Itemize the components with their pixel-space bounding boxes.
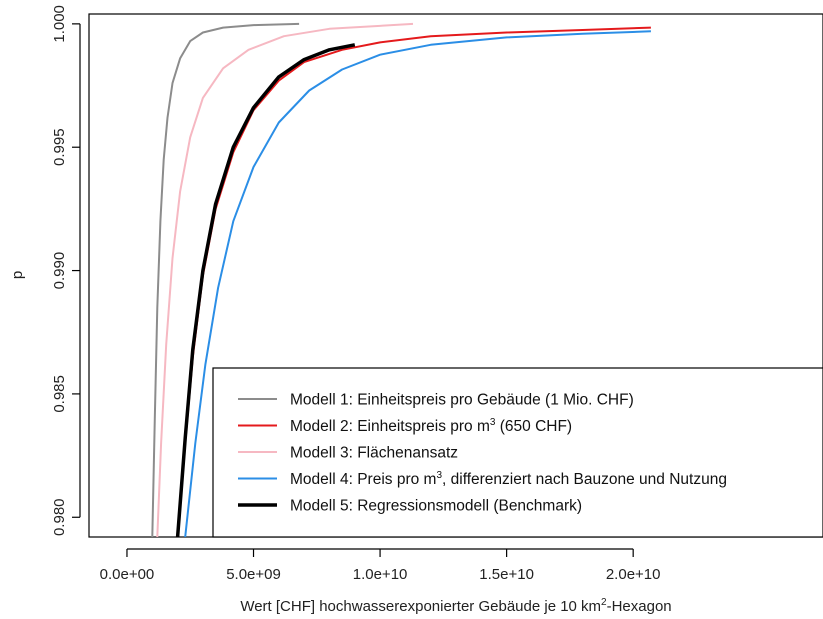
- y-tick-label: 0.990: [51, 252, 68, 290]
- y-axis-title: p: [9, 271, 26, 279]
- plot-area: [88, 13, 823, 538]
- x-axis-title-sup: 2: [601, 597, 607, 608]
- y-tick-label: 0.985: [51, 375, 68, 413]
- x-axis-title: Wert [CHF] hochwasserexponierter Gebäude…: [240, 597, 671, 615]
- legend-label-modell-5: Modell 5: Regressionsmodell (Benchmark): [290, 498, 582, 515]
- legend: Modell 1: Einheitspreis pro Gebäude (1 M…: [212, 367, 823, 538]
- series-line-modell-1: [151, 22, 300, 537]
- y-axis: 0.980 0.985 0.990 0.995 1.000: [51, 5, 81, 536]
- y-tick-label: 1.000: [51, 5, 68, 43]
- legend-label-modell-4: Modell 4: Preis pro m3, differenziert na…: [290, 470, 727, 488]
- legend-label-rest: (650 CHF): [495, 418, 572, 435]
- series-line-modell-4: [184, 30, 651, 537]
- legend-label-text: Modell 2: Einheitspreis pro m: [290, 418, 490, 435]
- legend-label-modell-2: Modell 2: Einheitspreis pro m3 (650 CHF): [290, 417, 572, 435]
- legend-label-text: Modell 4: Preis pro m: [290, 471, 436, 488]
- series-layer: [151, 22, 651, 537]
- series-line-modell-3: [156, 22, 414, 537]
- legend-items: Modell 1: Einheitspreis pro Gebäude (1 M…: [238, 392, 727, 515]
- x-axis-title-main: Wert [CHF] hochwasserexponierter Gebäude…: [240, 598, 601, 615]
- x-tick-label: 0.0e+00: [100, 566, 155, 583]
- x-tick-label: 5.0e+09: [226, 566, 281, 583]
- x-tick-label: 1.5e+10: [479, 566, 534, 583]
- legend-label-sup: 3: [490, 417, 496, 428]
- legend-label-sup: 3: [436, 470, 442, 481]
- x-tick-label: 1.0e+10: [353, 566, 408, 583]
- y-tick-label: 0.980: [51, 498, 68, 536]
- legend-label-modell-3: Modell 3: Flächenansatz: [290, 445, 458, 462]
- y-tick-label: 0.995: [51, 128, 68, 166]
- legend-label-rest: , differenziert nach Bauzone und Nutzung: [442, 471, 727, 488]
- legend-label-modell-1: Modell 1: Einheitspreis pro Gebäude (1 M…: [290, 392, 634, 409]
- series-line-modell-5: [175, 43, 356, 537]
- legend-box: [212, 367, 823, 538]
- x-axis: 0.0e+00 5.0e+09 1.0e+10 1.5e+10 2.0e+10: [100, 548, 661, 583]
- x-axis-title-rest: -Hexagon: [607, 598, 672, 615]
- x-tick-label: 2.0e+10: [606, 566, 661, 583]
